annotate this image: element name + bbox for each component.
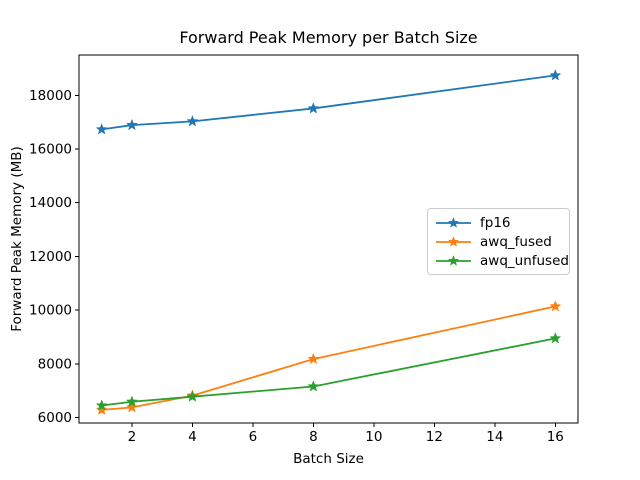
y-tick-label: 18000 bbox=[29, 88, 72, 104]
legend-star-icon bbox=[447, 235, 460, 247]
legend-item-label: awq_unfused bbox=[480, 252, 569, 269]
series-marker-star-awq_unfused bbox=[307, 380, 319, 392]
legend-star-icon bbox=[447, 216, 460, 228]
legend-item-awq_fused: awq_fused bbox=[435, 232, 562, 251]
legend-star-icon bbox=[447, 254, 460, 266]
y-tick-label: 12000 bbox=[29, 249, 72, 265]
series-marker-star-awq_unfused bbox=[549, 332, 561, 344]
x-axis-label: Batch Size bbox=[293, 451, 364, 467]
series-marker-star-awq_fused bbox=[126, 401, 138, 413]
series-marker-star-awq_fused bbox=[96, 403, 108, 415]
series-marker-star-awq_fused bbox=[307, 353, 319, 364]
x-tick-label: 16 bbox=[547, 429, 564, 445]
legend-line-sample bbox=[436, 216, 471, 228]
x-tick-label: 4 bbox=[188, 429, 197, 445]
series-marker-star-fp16 bbox=[307, 102, 319, 114]
chart-title: Forward Peak Memory per Batch Size bbox=[179, 28, 478, 47]
y-tick-label: 8000 bbox=[38, 356, 72, 372]
legend-item-awq_unfused: awq_unfused bbox=[435, 251, 569, 270]
legend-line-sample bbox=[436, 235, 471, 247]
legend-line-sample bbox=[436, 254, 471, 266]
x-tick-label: 2 bbox=[128, 429, 137, 445]
series-line-awq_fused bbox=[100, 305, 557, 411]
series-line-fp16 bbox=[100, 74, 557, 131]
series-marker-star-awq_fused bbox=[549, 300, 561, 312]
y-tick-label: 6000 bbox=[38, 410, 72, 426]
legend-item-fp16: fp16 bbox=[435, 213, 562, 232]
series-marker-star-awq_unfused bbox=[126, 395, 138, 407]
legend-item-label: fp16 bbox=[480, 214, 511, 231]
series-marker-star-fp16 bbox=[126, 119, 138, 130]
series-marker-star-fp16 bbox=[549, 69, 561, 81]
series-marker-star-awq_unfused bbox=[96, 399, 108, 411]
series-marker-star-fp16 bbox=[96, 123, 108, 135]
y-axis-label: Forward Peak Memory (MB) bbox=[9, 146, 25, 332]
y-tick-label: 14000 bbox=[29, 195, 72, 211]
series-line-awq_unfused bbox=[100, 337, 557, 407]
legend-item-label: awq_fused bbox=[480, 233, 552, 250]
plot-frame bbox=[78, 54, 579, 424]
series-marker-star-fp16 bbox=[186, 115, 198, 127]
series-marker-star-awq_unfused bbox=[186, 390, 198, 402]
x-tick-label: 14 bbox=[486, 429, 503, 445]
legend: fp16 awq_fused awq_unfused bbox=[427, 208, 570, 275]
y-tick-label: 16000 bbox=[29, 142, 72, 158]
y-tick-label: 10000 bbox=[29, 303, 72, 319]
x-tick-label: 10 bbox=[365, 429, 382, 445]
x-tick-label: 12 bbox=[426, 429, 443, 445]
x-tick-label: 8 bbox=[309, 429, 318, 445]
x-tick-label: 6 bbox=[249, 429, 258, 445]
